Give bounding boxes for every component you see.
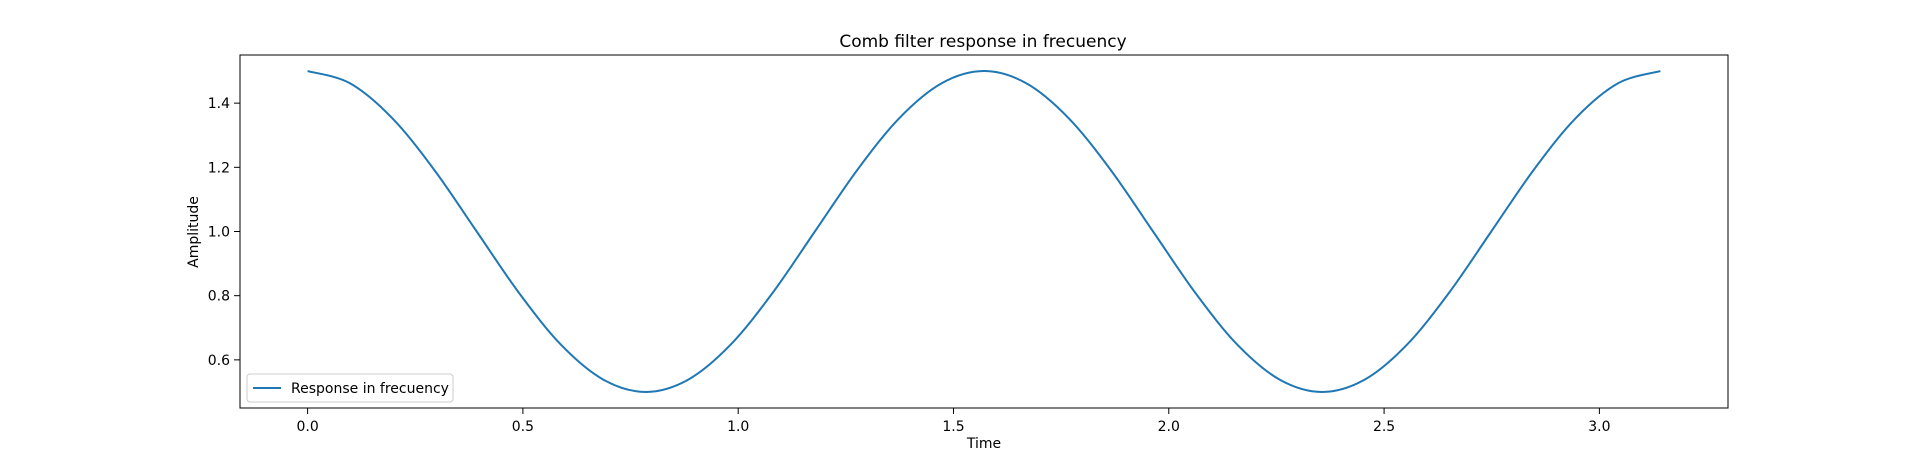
x-tick-label: 0.0	[296, 419, 318, 435]
x-tick-label: 3.0	[1588, 419, 1610, 435]
legend: Response in frecuency	[246, 373, 454, 403]
x-tick-label: 1.5	[942, 419, 964, 435]
y-axis-label: Amplitude	[186, 196, 202, 268]
y-tick-label: 1.4	[208, 96, 230, 112]
x-axis-label: Time	[966, 436, 1001, 452]
y-tick-label: 0.8	[208, 289, 230, 305]
x-tick-label: 2.5	[1373, 419, 1395, 435]
y-tick-label: 0.6	[208, 353, 230, 369]
series-line-response-in-frecuency	[307, 70, 1661, 393]
plot-area-frame	[239, 54, 1729, 409]
y-tick-label: 1.2	[208, 160, 230, 176]
legend-box	[246, 373, 454, 403]
x-tick-label: 2.0	[1158, 419, 1180, 435]
legend-label: Response in frecuency	[291, 381, 449, 397]
x-tick-label: 0.5	[512, 419, 534, 435]
chart-title: Comb filter response in frecuency	[839, 32, 1126, 52]
x-axis-ticks: 0.0 0.5 1.0 1.5 2.0 2.5 3.0	[296, 408, 1611, 435]
y-axis-ticks: 0.6 0.8 1.0 1.2 1.4	[208, 96, 240, 369]
y-tick-label: 1.0	[208, 225, 230, 241]
x-tick-label: 1.0	[727, 419, 749, 435]
